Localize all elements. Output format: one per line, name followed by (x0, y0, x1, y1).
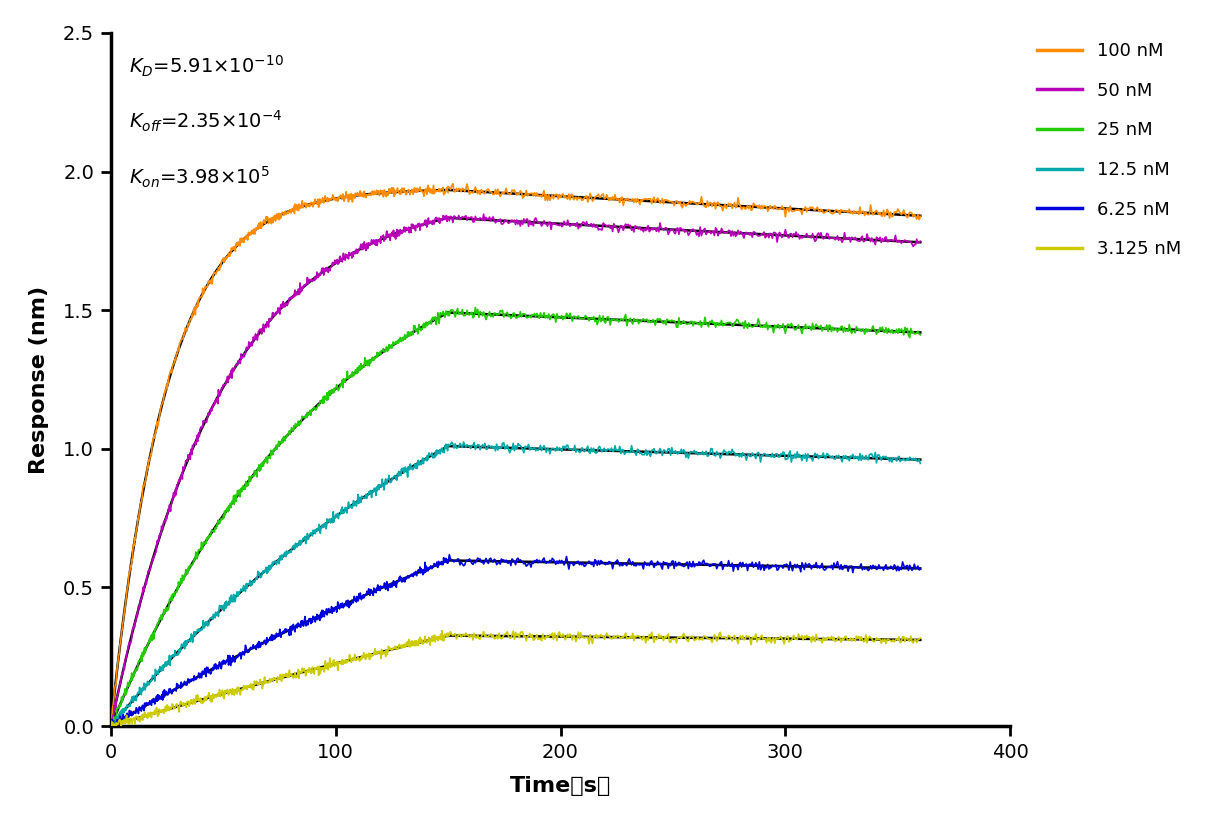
Text: $K_{on}$=3.98×10$^{5}$: $K_{on}$=3.98×10$^{5}$ (129, 165, 270, 190)
Y-axis label: Response (nm): Response (nm) (30, 285, 49, 474)
Legend: 100 nM, 50 nM, 25 nM, 12.5 nM, 6.25 nM, 3.125 nM: 100 nM, 50 nM, 25 nM, 12.5 nM, 6.25 nM, … (1037, 42, 1181, 258)
X-axis label: Time（s）: Time（s） (510, 776, 611, 795)
Text: $K_{off}$=2.35×10$^{-4}$: $K_{off}$=2.35×10$^{-4}$ (129, 109, 282, 134)
Text: $K_D$=5.91×10$^{-10}$: $K_D$=5.91×10$^{-10}$ (129, 54, 283, 79)
